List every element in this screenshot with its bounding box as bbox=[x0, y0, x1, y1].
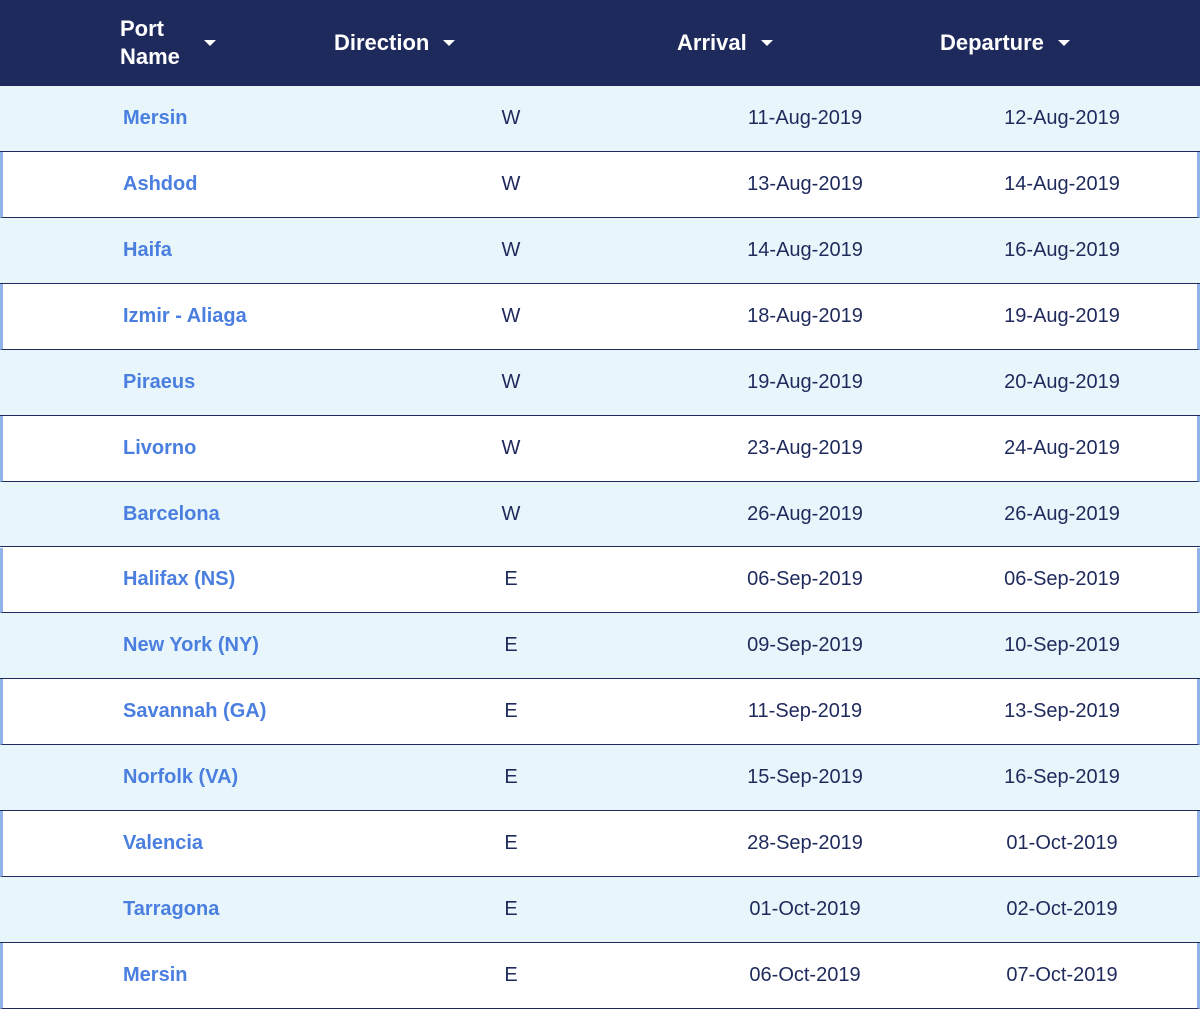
table-row: Savannah (GA) E 11-Sep-2019 13-Sep-2019 bbox=[0, 679, 1200, 746]
table-cell: E bbox=[504, 766, 518, 789]
table-cell: 01-Oct-2019 bbox=[749, 898, 861, 921]
table-cell: W bbox=[501, 106, 521, 129]
table-cell: 24-Aug-2019 bbox=[1004, 436, 1120, 459]
port-link[interactable]: Izmir - Aliaga bbox=[123, 304, 247, 327]
table-cell: 07-Oct-2019 bbox=[1006, 964, 1118, 987]
table-cell: 19-Aug-2019 bbox=[1004, 304, 1120, 327]
column-header[interactable]: Direction bbox=[334, 0, 456, 86]
port-link[interactable]: Haifa bbox=[123, 238, 172, 261]
table-cell: 19-Aug-2019 bbox=[747, 370, 863, 393]
table-cell: 13-Aug-2019 bbox=[747, 172, 863, 195]
table-cell: E bbox=[504, 898, 518, 921]
table-cell: 15-Sep-2019 bbox=[747, 766, 863, 789]
table-row: Norfolk (VA) E 15-Sep-2019 16-Sep-2019 bbox=[0, 745, 1200, 812]
table-header: Port Name Direction Arrival Departure bbox=[0, 0, 1200, 86]
port-link[interactable]: Barcelona bbox=[123, 502, 220, 525]
header-text: Departure bbox=[940, 30, 1044, 55]
table-row: Tarragona E 01-Oct-2019 02-Oct-2019 bbox=[0, 877, 1200, 944]
table-cell: E bbox=[504, 832, 518, 855]
table-cell: 09-Sep-2019 bbox=[747, 634, 863, 657]
port-link[interactable]: Mersin bbox=[123, 964, 188, 987]
table-cell: W bbox=[501, 370, 521, 393]
table-cell: 18-Aug-2019 bbox=[747, 304, 863, 327]
column-header[interactable]: Departure bbox=[940, 0, 1070, 86]
port-link[interactable]: Ashdod bbox=[123, 172, 198, 195]
table-cell: 01-Oct-2019 bbox=[1006, 832, 1118, 855]
table-row: Mersin W 11-Aug-2019 12-Aug-2019 bbox=[0, 86, 1200, 152]
port-link[interactable]: Mersin bbox=[123, 106, 188, 129]
port-link[interactable]: Piraeus bbox=[123, 370, 196, 393]
port-link[interactable]: Halifax (NS) bbox=[123, 568, 236, 591]
table-cell: 13-Sep-2019 bbox=[1004, 700, 1120, 723]
table-cell: W bbox=[501, 502, 521, 525]
table-cell: 16-Sep-2019 bbox=[1004, 766, 1120, 789]
port-link[interactable]: New York (NY) bbox=[123, 634, 259, 657]
table-cell: W bbox=[501, 172, 521, 195]
port-link[interactable]: Tarragona bbox=[123, 898, 220, 921]
table-cell: W bbox=[501, 238, 521, 261]
table-row: Mersin E 06-Oct-2019 07-Oct-2019 bbox=[0, 943, 1200, 1009]
table-row: Valencia E 28-Sep-2019 01-Oct-2019 bbox=[0, 811, 1200, 878]
table-cell: 20-Aug-2019 bbox=[1004, 370, 1120, 393]
table-row: Halifax (NS) E 06-Sep-2019 06-Sep-2019 bbox=[0, 547, 1200, 614]
table-row: Livorno W 23-Aug-2019 24-Aug-2019 bbox=[0, 415, 1200, 482]
port-link[interactable]: Livorno bbox=[123, 436, 197, 459]
table-cell: E bbox=[504, 700, 518, 723]
table-cell: 11-Aug-2019 bbox=[747, 106, 863, 129]
table-cell: 06-Sep-2019 bbox=[1004, 568, 1120, 591]
table-row: New York (NY) E 09-Sep-2019 10-Sep-2019 bbox=[0, 613, 1200, 680]
header-text: Arrival bbox=[677, 30, 747, 55]
table-row: Ashdod W 13-Aug-2019 14-Aug-2019 bbox=[0, 151, 1200, 218]
table-cell: 02-Oct-2019 bbox=[1006, 898, 1118, 921]
column-header[interactable]: Port Name bbox=[120, 0, 216, 86]
table-cell: 28-Sep-2019 bbox=[747, 832, 863, 855]
table-cell: 26-Aug-2019 bbox=[1004, 502, 1120, 525]
sort-arrow bbox=[443, 40, 456, 46]
table-cell: E bbox=[504, 568, 518, 591]
column-header[interactable]: Arrival bbox=[677, 0, 773, 86]
header-text: Port Name bbox=[120, 16, 180, 69]
table-row: Izmir - Aliaga W 18-Aug-2019 19-Aug-2019 bbox=[0, 283, 1200, 350]
port-link[interactable]: Valencia bbox=[123, 832, 204, 855]
header-text: Direction bbox=[334, 30, 430, 55]
table-row: Haifa W 14-Aug-2019 16-Aug-2019 bbox=[0, 217, 1200, 284]
table-cell: W bbox=[501, 304, 521, 327]
table-cell: E bbox=[504, 964, 518, 987]
table-row: Barcelona W 26-Aug-2019 26-Aug-2019 bbox=[0, 481, 1200, 548]
table-cell: 26-Aug-2019 bbox=[747, 502, 863, 525]
port-link[interactable]: Savannah (GA) bbox=[123, 700, 267, 723]
port-link[interactable]: Norfolk (VA) bbox=[123, 766, 239, 789]
table-cell: 14-Aug-2019 bbox=[747, 238, 863, 261]
table-cell: E bbox=[504, 634, 518, 657]
sort-arrow bbox=[204, 40, 216, 46]
table-row: Piraeus W 19-Aug-2019 20-Aug-2019 bbox=[0, 349, 1200, 416]
table-cell: 23-Aug-2019 bbox=[747, 436, 863, 459]
sort-arrow bbox=[760, 40, 773, 46]
table-cell: 06-Sep-2019 bbox=[747, 568, 863, 591]
table-cell: W bbox=[501, 436, 521, 459]
table-cell: 14-Aug-2019 bbox=[1004, 172, 1120, 195]
table-cell: 10-Sep-2019 bbox=[1004, 634, 1120, 657]
sort-arrow bbox=[1057, 40, 1070, 46]
table-cell: 12-Aug-2019 bbox=[1004, 106, 1120, 129]
table-cell: 11-Sep-2019 bbox=[747, 700, 863, 723]
table-cell: 16-Aug-2019 bbox=[1004, 238, 1120, 261]
table-cell: 06-Oct-2019 bbox=[749, 964, 861, 987]
